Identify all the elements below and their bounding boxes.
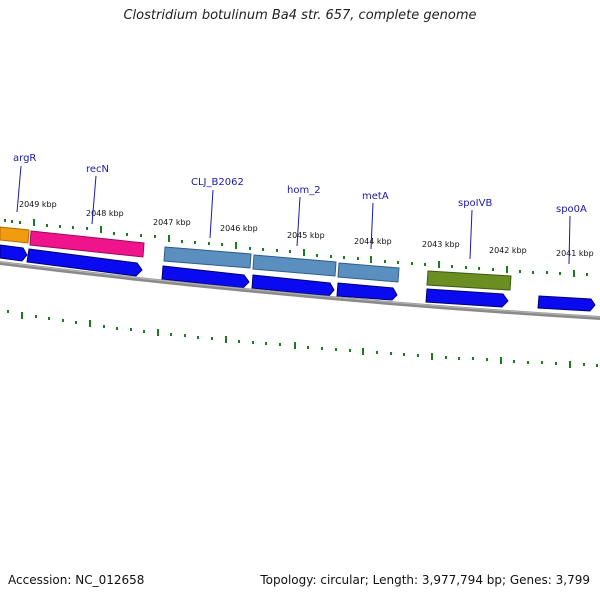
kbp-label-2043: 2043 kbp [422, 240, 460, 249]
gene-label-spo0A[interactable]: spo0A [556, 204, 587, 215]
cds-arrow-6[interactable] [425, 288, 509, 308]
gene-label-argR[interactable]: argR [13, 153, 36, 164]
gene-bar-argR[interactable] [0, 226, 30, 244]
accession-label: Accession: NC_012658 [8, 573, 145, 587]
outer-tick-row [4, 219, 588, 277]
CLJ_B2062-leader [209, 189, 214, 239]
genome-backbone-highlight [0, 261, 600, 318]
inner-tick-row [7, 310, 598, 368]
kbp-label-2042: 2042 kbp [489, 246, 527, 255]
cds-arrow-7[interactable] [537, 295, 596, 312]
kbp-label-2048: 2048 kbp [86, 209, 124, 218]
gene-bar-CLJ_B2062[interactable] [163, 246, 252, 269]
gene-bar-hom_2[interactable] [252, 254, 337, 277]
cds-arrow-4[interactable] [251, 274, 335, 297]
gene-label-hom_2[interactable]: hom_2 [287, 185, 321, 196]
gene-label-recN[interactable]: recN [86, 164, 109, 175]
kbp-label-2045: 2045 kbp [287, 231, 325, 240]
kbp-label-2041: 2041 kbp [556, 249, 594, 258]
gene-bar-spoIVB[interactable] [426, 270, 512, 291]
recN-leader [91, 175, 97, 225]
genome-summary: Topology: circular; Length: 3,977,794 bp… [260, 573, 590, 587]
gene-bar-metA[interactable] [337, 262, 400, 283]
gene-label-spoIVB[interactable]: spoIVB [458, 198, 492, 209]
kbp-label-2049: 2049 kbp [19, 200, 57, 209]
gene-label-metA[interactable]: metA [362, 191, 389, 202]
spo0A-leader [568, 215, 571, 265]
map-title: Clostridium botulinum Ba4 str. 657, comp… [123, 8, 477, 23]
argR-leader [16, 165, 22, 213]
genome-backbone [0, 261, 600, 320]
gene-bar-recN[interactable] [29, 230, 145, 258]
gene-label-CLJ_B2062[interactable]: CLJ_B2062 [191, 177, 244, 188]
cds-arrow-2[interactable] [26, 248, 143, 277]
metA-leader [370, 202, 374, 250]
cds-arrow-5[interactable] [336, 282, 398, 301]
spoIVB-leader [469, 209, 473, 260]
cds-arrow-3[interactable] [161, 265, 250, 289]
cds-arrow-1[interactable] [0, 244, 28, 262]
kbp-label-2046: 2046 kbp [220, 224, 258, 233]
kbp-label-2047: 2047 kbp [153, 218, 191, 227]
hom_2-leader [296, 196, 301, 247]
kbp-label-2044: 2044 kbp [354, 237, 392, 246]
